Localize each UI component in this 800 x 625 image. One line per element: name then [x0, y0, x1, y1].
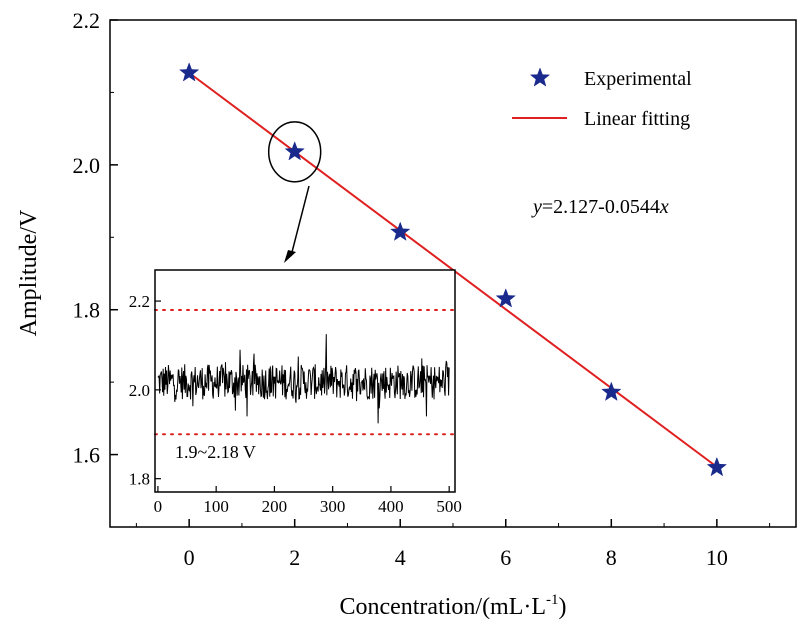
y-tick-label: 2.2 [73, 8, 101, 33]
data-point [390, 221, 411, 241]
inset-y-tick-label: 2.2 [129, 292, 150, 311]
inset-bound-lines [154, 308, 456, 436]
y-axis-label: Amplitude/V [16, 209, 42, 336]
x-axis-label: Concentration/(mL·L-1) [339, 592, 566, 620]
legend-star-marker [529, 67, 551, 87]
inset-chart: 0 100 200 300 400 500 1.8 2.0 2.2 1.9~2.18 V [129, 269, 462, 516]
inset-axis-ticks: 0 100 200 300 400 500 1.8 2.0 2.2 [129, 292, 462, 516]
main-axis-ticks: 0 2 4 6 8 10 1.6 1.8 2.0 2.2 [73, 8, 771, 570]
data-point [178, 62, 200, 82]
legend-label-experimental: Experimental [584, 68, 692, 90]
inset-x-tick-label: 300 [320, 497, 346, 516]
inset-y-tick-label: 2.0 [129, 381, 150, 400]
callout-arrow-head [284, 250, 296, 263]
x-tick-label: 2 [289, 545, 300, 570]
x-tick-label: 0 [184, 545, 195, 570]
highlight-circle [267, 121, 322, 183]
legend-label-linear: Linear fitting [584, 108, 690, 130]
legend-star [529, 67, 551, 87]
data-point [284, 141, 305, 161]
inset-x-tick-label: 500 [436, 497, 462, 516]
data-point [495, 288, 516, 308]
x-tick-label: 8 [606, 545, 617, 570]
x-tick-label: 6 [500, 545, 511, 570]
x-tick-label: 10 [706, 545, 728, 570]
x-tick-label: 4 [395, 545, 406, 570]
legend: Experimental Linear fitting [512, 67, 692, 130]
inset-x-tick-label: 200 [262, 497, 288, 516]
y-tick-label: 1.8 [73, 298, 101, 323]
inset-range-label: 1.9~2.18 V [175, 442, 256, 462]
inset-x-tick-label: 400 [378, 497, 404, 516]
data-point [706, 456, 728, 477]
inset-x-tick-label: 0 [154, 497, 163, 516]
fit-equation: y=2.127-0.0544x [531, 196, 669, 218]
inset-x-tick-label: 100 [203, 497, 229, 516]
y-tick-label: 1.6 [73, 443, 101, 468]
y-tick-label: 2.0 [73, 153, 101, 178]
inset-signal-trace [157, 334, 450, 424]
inset-y-tick-label: 1.8 [129, 470, 150, 489]
inset-frame [154, 269, 456, 493]
callout-arrow-line [290, 185, 310, 257]
data-point [601, 381, 622, 401]
experimental-markers [178, 62, 728, 477]
